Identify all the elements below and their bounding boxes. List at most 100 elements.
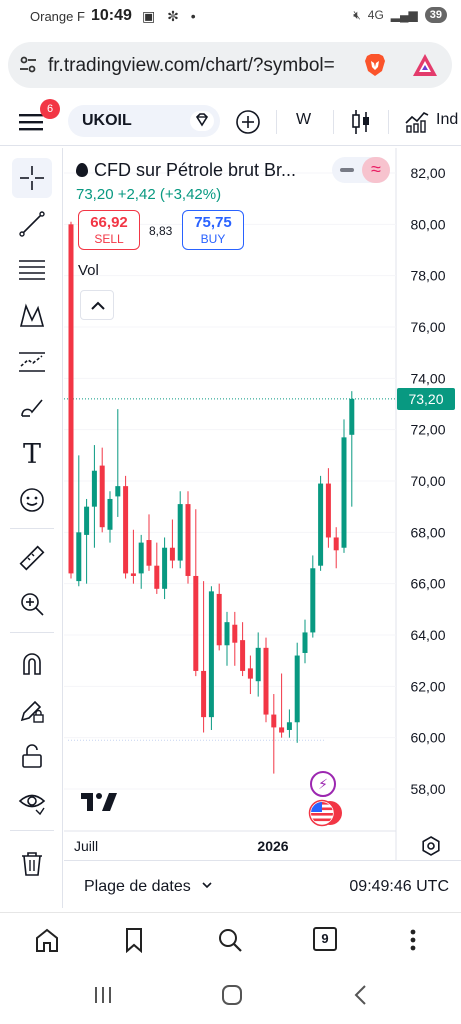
price-change: 73,20 +2,42 (+3,42%) [76, 186, 222, 203]
candle-body [279, 727, 285, 733]
interval-button[interactable]: W [296, 111, 312, 128]
y-tick-label: 58,00 [410, 781, 445, 797]
date-range-button[interactable]: Plage de dates [84, 878, 213, 896]
brave-lion-icon[interactable] [362, 52, 388, 78]
candle-body [224, 622, 230, 646]
settings-gear-icon[interactable] [420, 835, 442, 857]
status-bar: Orange F 10:49 ▣ ✼ • 🔇︎ 4G ▂▄▆ 39 [0, 0, 461, 36]
symbol-title: CFD sur Pétrole brut Br... [76, 160, 316, 181]
remove-drawings-tool[interactable] [12, 844, 52, 884]
tradingview-logo[interactable] [80, 791, 120, 813]
brush-tool[interactable] [12, 388, 52, 428]
bookmark-icon[interactable] [121, 927, 147, 953]
chart-area[interactable]: 82,00 80,00 78,00 76,00 74,00 72,00 70,00 68,00… [64, 148, 461, 908]
compare-add-icon[interactable] [235, 109, 261, 135]
chevron-down-icon [202, 882, 212, 889]
date-range-label[interactable]: Plage de dates [84, 878, 191, 895]
text-tool[interactable]: T [12, 434, 52, 474]
candle-body [154, 565, 160, 589]
trend-line-tool[interactable] [12, 204, 52, 244]
toolbar-divider [333, 110, 334, 134]
candle-body [201, 670, 207, 718]
candles-icon[interactable] [350, 109, 372, 135]
candle-body [318, 483, 324, 566]
y-tick-label: 72,00 [410, 422, 445, 438]
back-icon[interactable] [350, 983, 372, 1007]
crosshair-tool[interactable] [12, 158, 52, 198]
toolbar-divider [388, 110, 389, 134]
unlock-icon [22, 744, 42, 768]
y-tick-label: 62,00 [410, 678, 445, 694]
menu-icon[interactable] [18, 110, 44, 134]
home-button-icon[interactable] [220, 983, 244, 1007]
candle-body [349, 398, 355, 435]
volume-label: Vol [78, 262, 99, 279]
collapse-legend-button[interactable] [80, 290, 114, 320]
trend-line-icon [19, 211, 45, 237]
more-menu-icon[interactable] [400, 927, 426, 953]
search-icon[interactable] [217, 927, 243, 953]
candle-body [99, 465, 105, 528]
utc-clock[interactable]: 09:49:46 UTC [349, 878, 449, 895]
indicators-icon[interactable] [404, 109, 430, 133]
brave-rewards-icon[interactable] [412, 53, 438, 77]
candlestick-chart[interactable]: 82,00 80,00 78,00 76,00 74,00 72,00 70,00 68,00… [64, 148, 461, 860]
ruler-icon [19, 545, 45, 571]
candle-body [263, 647, 269, 715]
emoji-tool[interactable] [12, 480, 52, 520]
y-tick-label: 74,00 [410, 370, 445, 386]
fib-tool[interactable] [12, 250, 52, 290]
notification-badge[interactable]: 6 [40, 99, 60, 119]
us-flag-icon[interactable] [308, 799, 344, 827]
hide-drawings-tool[interactable] [12, 782, 52, 822]
spread-value: 8,83 [149, 224, 173, 238]
trash-icon [22, 852, 42, 876]
candle-body [325, 483, 331, 538]
tool-divider [10, 830, 54, 831]
url-text[interactable]: fr.tradingview.com/chart/?symbol= [48, 55, 335, 76]
sell-button[interactable]: 66,92 SELL [78, 210, 140, 250]
site-settings-icon[interactable] [18, 55, 38, 75]
recent-apps-icon[interactable] [92, 984, 114, 1006]
home-icon[interactable] [34, 927, 60, 953]
candle-body [76, 532, 82, 582]
minus-icon [340, 168, 354, 172]
lightning-icon[interactable]: ⚡︎ [310, 771, 336, 797]
browser-bottom-nav: 9 [0, 912, 461, 966]
zoom-in-icon [21, 593, 44, 616]
candle-body [177, 504, 183, 561]
symbol-search[interactable]: UKOIL [68, 105, 220, 137]
lock-drawings-tool[interactable] [12, 690, 52, 730]
status-right-icons: 🔇︎ 4G ▂▄▆ 39 [353, 7, 447, 23]
forecast-icon [19, 352, 45, 372]
address-bar[interactable]: fr.tradingview.com/chart/?symbol= [8, 42, 452, 88]
legend-toggle[interactable]: ≈ [332, 157, 390, 183]
tabs-button[interactable]: 9 [313, 927, 337, 951]
carrier-label: Orange F [30, 9, 85, 24]
candle-body [271, 714, 277, 728]
zoom-tool[interactable] [12, 584, 52, 624]
lock-all-tool[interactable] [12, 736, 52, 776]
toolbar-divider [276, 110, 277, 134]
oil-drop-icon [76, 163, 88, 177]
y-tick-label: 66,00 [410, 576, 445, 592]
candle-body [84, 506, 90, 535]
y-tick-label: 76,00 [410, 319, 445, 335]
indicators-label[interactable]: Ind [436, 111, 459, 128]
pattern-tool[interactable] [12, 296, 52, 336]
candle-body [138, 542, 144, 574]
measure-tool[interactable] [12, 538, 52, 578]
sell-label: SELL [94, 232, 124, 246]
wave-icon: ≈ [362, 157, 390, 183]
mute-icon: 🔇︎ [353, 7, 361, 22]
network-label: 4G [367, 8, 384, 22]
battery-icon: 39 [424, 7, 447, 23]
forecast-tool[interactable] [12, 342, 52, 382]
notification-icons: ▣ ✼ • [142, 8, 200, 24]
buy-button[interactable]: 75,75 BUY [182, 210, 244, 250]
magnet-tool[interactable] [12, 644, 52, 684]
tool-divider [10, 528, 54, 529]
candle-body [162, 547, 168, 589]
symbol-label[interactable]: UKOIL [82, 112, 132, 129]
diamond-icon[interactable] [190, 111, 214, 131]
